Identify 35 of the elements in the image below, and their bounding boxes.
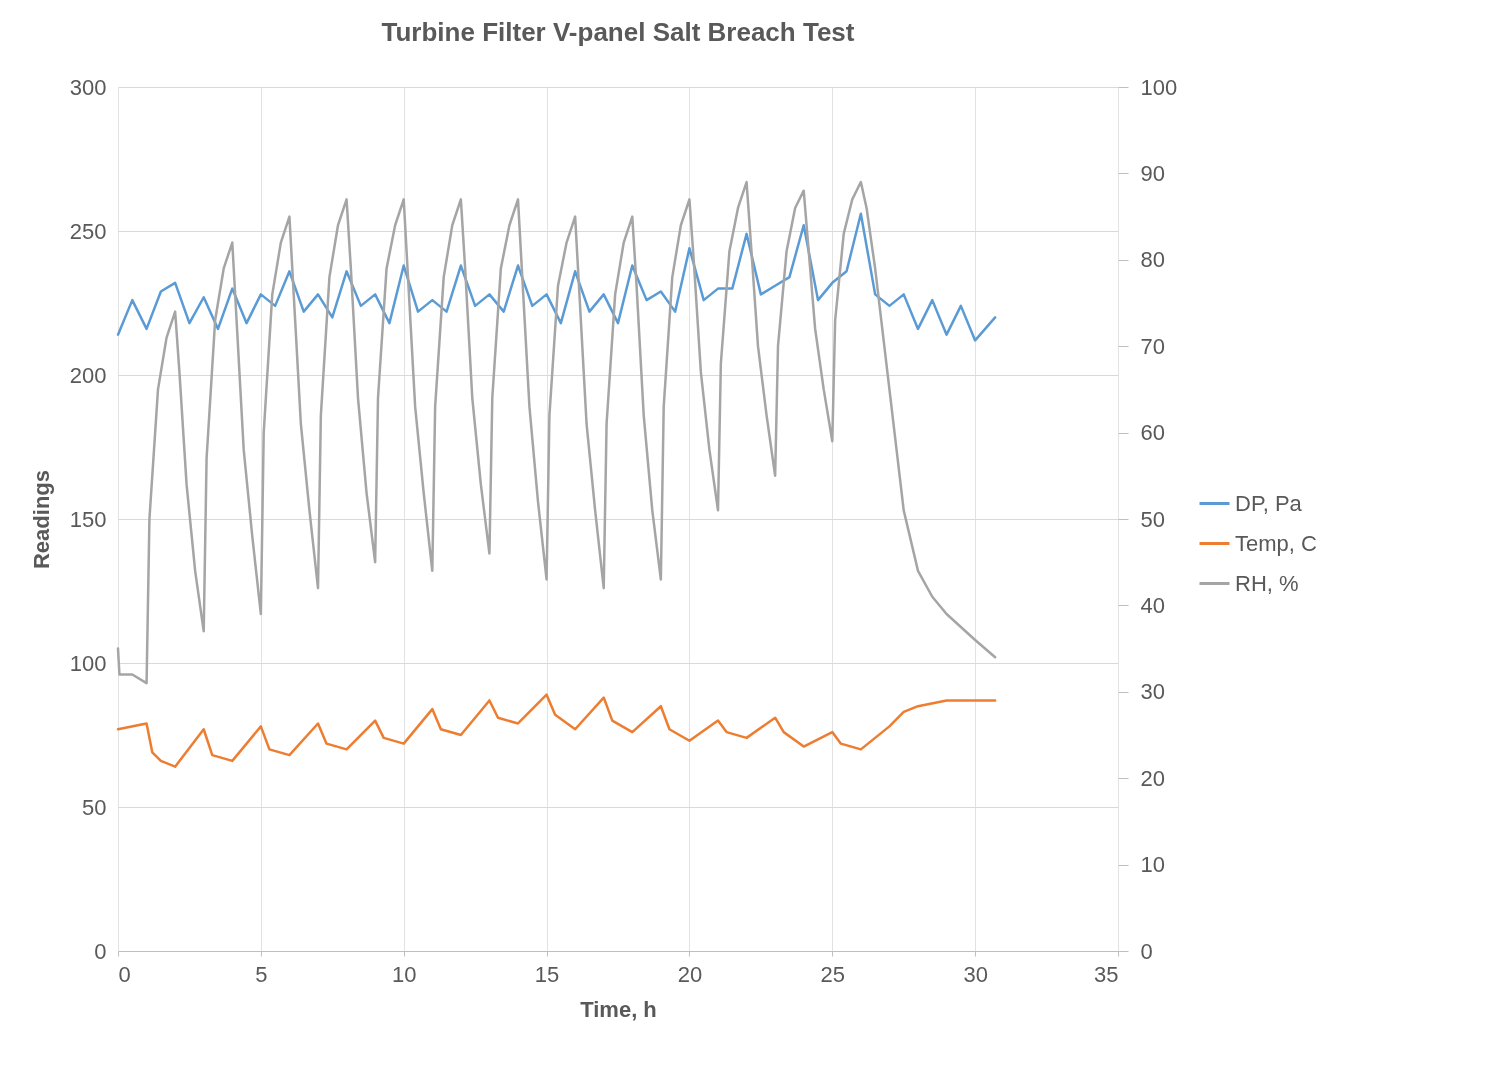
x-tick-label: 20 — [677, 961, 703, 987]
y2-tick-label: 90 — [1140, 160, 1165, 186]
y-tick-label: 250 — [69, 218, 107, 244]
x-axis-title: Time, h — [580, 996, 657, 1022]
x-tick-label: 30 — [963, 961, 988, 987]
x-tick-label: 0 — [118, 961, 131, 987]
line-series — [116, 180, 997, 685]
y-tick-label: 50 — [82, 794, 107, 820]
y2-tick-label: 50 — [1140, 506, 1165, 532]
x-tick-label: 15 — [534, 961, 560, 987]
x-tick-label: 5 — [255, 961, 268, 987]
y-tick-label: 300 — [69, 74, 107, 100]
line-series — [116, 212, 997, 342]
y2-tick-label: 60 — [1140, 420, 1165, 446]
y2-tick-label: 20 — [1140, 765, 1165, 791]
y2-tick-label: 30 — [1140, 679, 1165, 705]
legend-label: DP, Pa — [1235, 490, 1303, 516]
chart-title: Turbine Filter V-panel Salt Breach Test — [381, 17, 855, 47]
y-tick-label: 200 — [69, 362, 107, 388]
x-tick-label: 10 — [391, 961, 417, 987]
y2-tick-label: 70 — [1140, 333, 1165, 359]
y-axis-title: Readings — [28, 469, 54, 570]
y2-tick-label: 0 — [1140, 938, 1153, 964]
line-series — [116, 693, 997, 768]
legend-label: RH, % — [1235, 570, 1299, 596]
y-tick-label: 150 — [69, 506, 107, 532]
x-tick-label: 25 — [820, 961, 846, 987]
legend-label: Temp, C — [1235, 530, 1318, 556]
y-tick-label: 0 — [94, 938, 107, 964]
y2-tick-label: 80 — [1140, 247, 1165, 273]
x-tick-label: 35 — [1094, 961, 1119, 987]
y2-tick-label: 40 — [1140, 592, 1165, 618]
y-tick-label: 100 — [69, 650, 107, 676]
y2-tick-label: 10 — [1140, 852, 1165, 878]
y2-tick-label: 100 — [1140, 74, 1178, 100]
